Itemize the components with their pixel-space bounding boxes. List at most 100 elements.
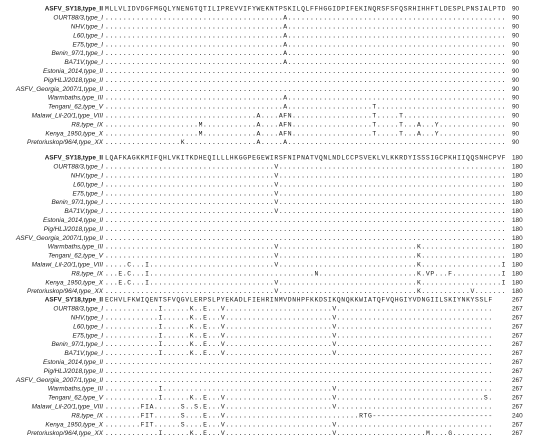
sequence-name: Pig/HLJ/2018,type_II <box>44 368 104 375</box>
sequence: ......................................V.… <box>105 164 505 171</box>
sequence: .................K................A.....… <box>105 139 505 146</box>
sequence-name: Warmbaths,type_III <box>48 244 104 251</box>
sequence-name: Pretoriuskop/96/4,type_XX <box>27 288 104 295</box>
sequence-name: OURT88/3,type_I <box>53 15 103 22</box>
sequence-name: ASFV_Georgia_2007/1,type_II <box>15 86 103 93</box>
sequence: ........................................… <box>105 68 505 75</box>
position-number: 180 <box>512 235 523 242</box>
position-number: 90 <box>512 77 520 84</box>
position-number: 180 <box>512 261 523 268</box>
sequence: ......................................V.… <box>105 253 505 260</box>
sequence-name: L60,type_I <box>73 323 103 330</box>
sequence-name: R8,type_IX <box>71 270 103 277</box>
position-number: 267 <box>512 403 523 410</box>
sequence-name: BA71V,type_I <box>64 350 103 357</box>
sequence-name: L60,type_I <box>73 181 103 188</box>
sequence: ........................................… <box>105 235 505 242</box>
sequence: ........................................… <box>105 77 505 84</box>
sequence-name: NHV,type_I <box>71 23 103 30</box>
sequence: ............I......K..E...V.............… <box>105 341 492 348</box>
position-number: 267 <box>512 297 523 304</box>
position-number: 90 <box>512 112 520 119</box>
sequence: ........................................… <box>105 377 492 384</box>
sequence-name: ASFV_SY18,type_II <box>45 155 103 162</box>
position-number: 267 <box>512 323 523 330</box>
position-number: 267 <box>512 359 523 366</box>
sequence-name: R8,type_IX <box>71 121 103 128</box>
sequence: ECHVLFKWIQENTSFVQGVLERPSLPYEKADLFIEHRINM… <box>105 297 492 304</box>
sequence-name: Estonia_2014,type_II <box>43 217 103 224</box>
sequence-name: Warmbaths,type_III <box>48 386 104 393</box>
position-number: 90 <box>512 121 520 128</box>
sequence: ...E.C...I............................V.… <box>105 279 506 286</box>
position-number: 180 <box>512 155 523 162</box>
position-number: 180 <box>512 288 523 295</box>
position-number: 267 <box>512 314 523 321</box>
position-number: 90 <box>512 95 520 102</box>
position-number: 90 <box>512 130 520 137</box>
position-number: 90 <box>512 50 520 57</box>
position-number: 90 <box>512 139 520 146</box>
position-number: 180 <box>512 270 523 277</box>
position-number: 90 <box>512 15 520 22</box>
sequence: ........FIT......S....E...V.............… <box>105 421 492 428</box>
sequence-name: ASFV_Georgia_2007/1,type_II <box>15 377 103 384</box>
sequence-name: Tengani_62,type_V <box>48 395 104 402</box>
sequence: ......................................V.… <box>105 208 505 215</box>
position-number: 90 <box>512 104 520 111</box>
position-number: 267 <box>512 306 523 313</box>
sequence: ........FIA......S..S.E...V.............… <box>105 403 492 410</box>
sequence: ........................................… <box>105 359 492 366</box>
position-number: 180 <box>512 190 523 197</box>
sequence-name: Pig/HLJ/2018,type_II <box>44 77 104 84</box>
sequence: ............I......K..E...V.............… <box>105 332 492 339</box>
sequence: ......................................V.… <box>105 172 505 179</box>
position-number: 180 <box>512 164 523 171</box>
position-number: 180 <box>512 253 523 260</box>
sequence-name: L60,type_I <box>73 32 103 39</box>
sequence: ........................................… <box>105 50 505 57</box>
sequence-name: Malawi_Lil-20/1,type_VIII <box>32 112 104 119</box>
position-number: 267 <box>512 368 523 375</box>
sequence-name: E75,type_I <box>72 41 103 48</box>
position-number: 180 <box>512 217 523 224</box>
sequence: ......................................V.… <box>105 190 505 197</box>
sequence: ........................................… <box>105 104 505 111</box>
sequence-name: R8,type_IX <box>71 412 103 419</box>
position-number: 180 <box>512 244 523 251</box>
sequence: LQAFKAGKKMIFQHLVKITKDHEQILLLHKGGPEGEWIRS… <box>105 155 506 162</box>
position-number: 90 <box>512 68 520 75</box>
sequence-name: NHV,type_I <box>71 314 103 321</box>
position-number: 267 <box>512 377 523 384</box>
sequence-name: Kenya_1950,type_X <box>45 421 103 428</box>
sequence-name: BA71V,type_I <box>64 208 103 215</box>
sequence: ............I......K..E...V.............… <box>105 314 492 321</box>
sequence-name: Benin_97/1,type_I <box>51 199 103 206</box>
sequence: ........................................… <box>105 41 505 48</box>
sequence-name: E75,type_I <box>72 332 103 339</box>
position-number: 90 <box>512 41 520 48</box>
sequence: ............I......K..E...V.............… <box>105 350 492 357</box>
position-number: 267 <box>512 341 523 348</box>
sequence: .....................M............A....A… <box>105 130 505 137</box>
sequence-name: OURT88/3,type_I <box>53 306 103 313</box>
sequence-name: Pretoriuskop/96/4,type_XX <box>27 430 104 437</box>
sequence: ........................................… <box>105 32 505 39</box>
position-number: 267 <box>512 395 523 402</box>
sequence: ...E.C...I..............................… <box>105 270 506 277</box>
position-number: 180 <box>512 172 523 179</box>
sequence-name: BA71V,type_I <box>64 59 103 66</box>
sequence: ........FIT......S....E...V.............… <box>105 412 492 419</box>
sequence: ............I......K..E...V.............… <box>105 395 492 402</box>
position-number: 90 <box>512 59 520 66</box>
sequence-name: Pretoriuskop/96/4,type_XX <box>27 139 104 146</box>
position-number: 90 <box>512 32 520 39</box>
sequence: MLLVLIDVDGFMGQLYNENGTQTILIPREVVIFYWEKNTP… <box>105 6 506 13</box>
position-number: 180 <box>512 279 523 286</box>
sequence-name: Benin_97/1,type_I <box>51 50 103 57</box>
sequence-name: Estonia_2014,type_II <box>43 359 103 366</box>
sequence: ........................................… <box>105 15 505 22</box>
sequence: ......................................V.… <box>105 181 505 188</box>
position-number: 180 <box>512 199 523 206</box>
sequence: ........................................… <box>105 95 505 102</box>
